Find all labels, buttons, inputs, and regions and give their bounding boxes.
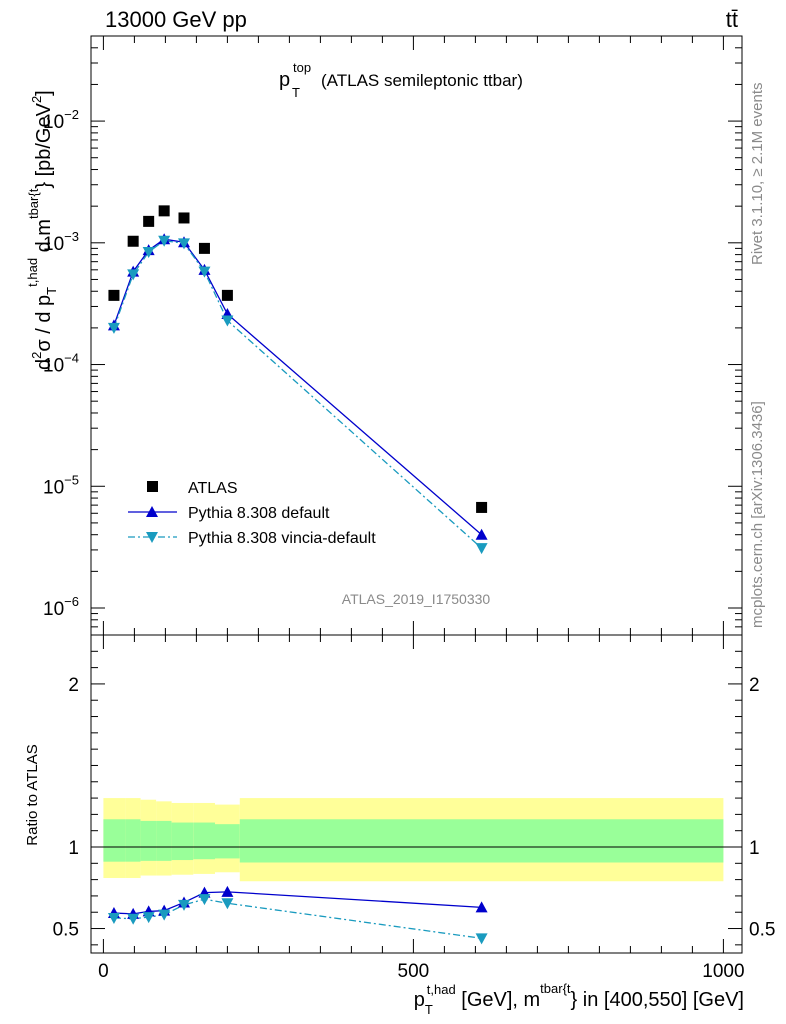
triangle-down-marker: [158, 909, 171, 921]
atlas-data-point: [178, 212, 190, 224]
inner-band: [125, 819, 141, 862]
atlas-data-point: [127, 235, 139, 247]
atlas-data-point: [143, 215, 155, 227]
main-y-ticks: 10−2 10−3 10−4 10−5 10−6: [43, 35, 742, 636]
inner-band: [193, 822, 215, 860]
ratio-tick-label-right: 1: [749, 838, 760, 859]
legend-entry-pythia-default: Pythia 8.308 default: [128, 505, 330, 522]
triangle-down-marker: [142, 247, 155, 259]
ratio-y-ticks: 0.5 0.5 1 1 2 2: [53, 650, 775, 946]
analysis-tag: ATLAS_2019_I1750330: [342, 591, 491, 607]
y-tick-label: 10−6: [43, 594, 79, 620]
triangle-down-marker: [127, 269, 140, 281]
inner-band: [239, 819, 724, 863]
inner-band: [215, 824, 240, 859]
y-tick-label: 10−3: [43, 229, 79, 255]
inner-band: [103, 819, 126, 862]
vincia-ratio-line: [113, 898, 482, 939]
title-subscript: T: [292, 85, 300, 100]
triangle-down-marker: [107, 912, 120, 924]
legend-label-vincia: Pythia 8.308 vincia-default: [188, 530, 376, 547]
triangle-down-marker: [475, 543, 488, 555]
triangle-down-marker: [221, 898, 234, 910]
legend-label-atlas: ATLAS: [188, 480, 238, 497]
atlas-data-point: [221, 289, 233, 301]
triangle-down-marker: [142, 912, 155, 924]
x-axis-label: pTt,had [GeV], mtbar{t} in [400,550] [Ge…: [414, 981, 744, 1017]
legend: ATLAS Pythia 8.308 default Pythia 8.308 …: [128, 480, 376, 547]
x-tick-label: 0: [98, 961, 109, 982]
main-y-axis-label: d2σ / d pTt,had d mtbar{t} [pb/GeV2]: [25, 90, 59, 370]
y-tick-label: 10−5: [43, 472, 79, 498]
triangle-up-marker: [221, 885, 234, 897]
ratio-tick-label-right: 0.5: [749, 920, 775, 941]
triangle-down-marker: [107, 322, 120, 334]
main-series: [107, 205, 488, 555]
legend-label-default: Pythia 8.308 default: [188, 505, 330, 522]
mcplots-label: mcplots.cern.ch [arXiv:1306.3436]: [749, 401, 766, 628]
ratio-tick-label-right: 2: [749, 675, 760, 696]
atlas-data-point: [198, 242, 210, 254]
triangle-down-marker: [198, 894, 211, 906]
rivet-version-label: Rivet 3.1.10, ≥ 2.1M events: [749, 83, 766, 266]
ratio-panel-frame: [90, 634, 743, 954]
vincia-line: [113, 240, 483, 549]
x-tick-label: 1000: [702, 961, 744, 982]
process-label: tt̄: [726, 7, 738, 32]
main-x-ticks: [102, 36, 724, 635]
ratio-tick-label-left: 1: [68, 838, 79, 859]
title-main: p: [279, 69, 290, 91]
triangle-down-marker: [158, 235, 171, 247]
legend-marker-triangle-down: [146, 532, 158, 543]
main-panel: 10−2 10−3 10−4 10−5 10−6 p top T (ATLAS semi…: [25, 35, 743, 636]
ratio-y-axis-label: Ratio to ATLAS: [24, 744, 41, 845]
title-tail: (ATLAS semileptonic ttbar): [321, 71, 523, 90]
legend-marker-square: [147, 481, 158, 492]
x-ticks: 0 500 1000: [98, 635, 745, 982]
triangle-down-marker: [178, 899, 190, 911]
ratio-tick-label-left: 2: [68, 675, 79, 696]
legend-entry-pythia-vincia: Pythia 8.308 vincia-default: [128, 530, 376, 547]
inner-band: [140, 820, 157, 861]
ratio-series: [107, 885, 488, 945]
x-tick-label: 500: [398, 961, 430, 982]
inner-band: [156, 820, 172, 861]
atlas-data-point: [476, 501, 488, 513]
ratio-panel: 0.5 0.5 1 1 2 2 0 500 1000 Ratio to ATLAS: [24, 634, 775, 982]
y-tick-label: 10−2: [43, 107, 79, 133]
legend-entry-atlas: ATLAS: [147, 480, 238, 497]
triangle-down-marker: [127, 913, 140, 925]
atlas-data-point: [108, 289, 120, 301]
y-tick-label: 10−4: [43, 351, 79, 377]
plot-title: p top T (ATLAS semileptonic ttbar): [279, 60, 523, 100]
inner-band: [171, 822, 194, 861]
triangle-up-marker: [475, 901, 488, 913]
triangle-down-marker: [198, 266, 211, 278]
atlas-data-point: [158, 205, 170, 217]
ratio-tick-label-left: 0.5: [53, 920, 79, 941]
uncertainty-bands: [103, 798, 724, 882]
legend-marker-triangle-up: [146, 506, 158, 517]
default-line: [113, 238, 483, 536]
energy-label: 13000 GeV pp: [105, 7, 247, 32]
triangle-down-marker: [178, 238, 190, 250]
triangle-down-marker: [475, 933, 488, 945]
triangle-up-marker: [475, 528, 488, 540]
triangle-down-marker: [221, 315, 234, 327]
title-superscript: top: [293, 60, 311, 75]
